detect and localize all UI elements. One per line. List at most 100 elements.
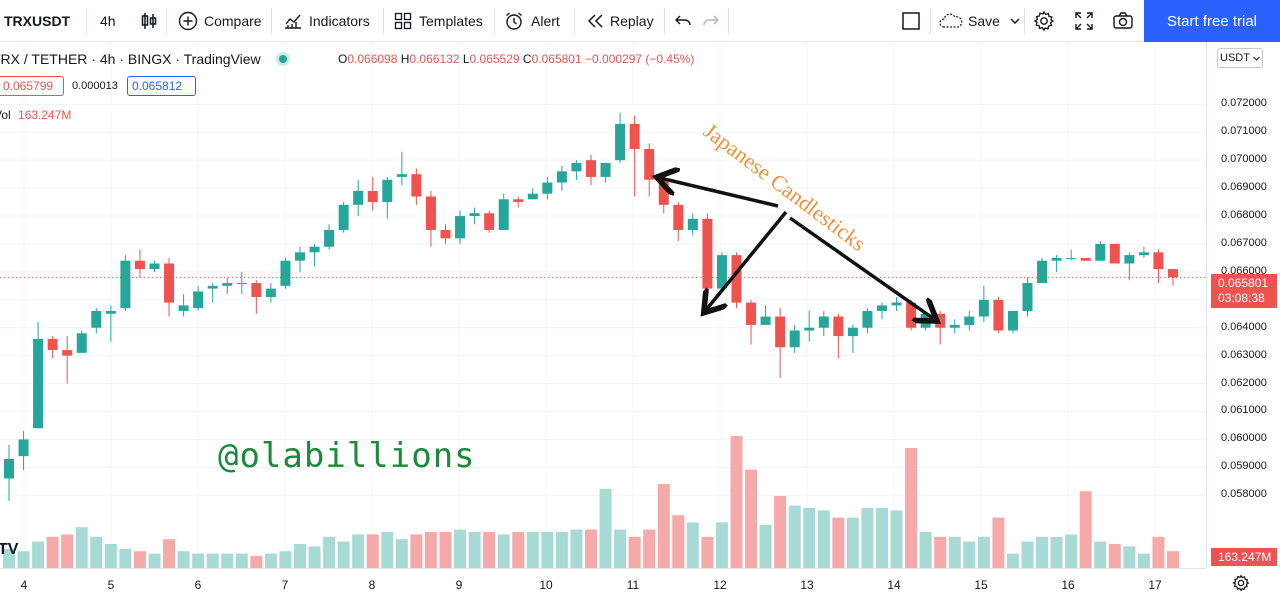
candle-body (1095, 243, 1106, 261)
open-key: O (338, 52, 348, 66)
candle-body (1080, 257, 1091, 261)
start-free-trial-button[interactable]: Start free trial (1144, 0, 1280, 42)
candle-body (33, 338, 44, 429)
volume-bar (715, 522, 728, 568)
layout-square-icon (902, 12, 920, 30)
candle-body (906, 302, 917, 328)
symbol-legend: TRX / TETHER · 4h · BINGX · TradingView (0, 48, 287, 70)
screenshot-button[interactable] (1112, 0, 1134, 42)
volume-bar (803, 508, 816, 568)
volume-bar (468, 532, 481, 568)
low-key: L (462, 52, 470, 66)
indicators-button[interactable]: Indicators (283, 0, 370, 42)
candle-body (615, 123, 626, 161)
divider (664, 8, 665, 34)
candle-body (498, 199, 509, 230)
candle-body (469, 213, 480, 217)
buy-price-button[interactable]: 0.065812 (127, 76, 196, 96)
divider (166, 8, 167, 34)
gear-icon (1232, 574, 1250, 592)
chart-type-button[interactable] (140, 0, 158, 42)
volume-bar (977, 536, 990, 568)
interval-button[interactable]: 4h (100, 0, 116, 42)
candle-body (62, 350, 73, 356)
replay-button[interactable]: Replay (586, 0, 654, 42)
close-key: C (522, 52, 532, 66)
volume-bar (75, 527, 88, 568)
candle-body (1007, 310, 1018, 331)
volume-bar (424, 532, 437, 568)
volume-bar (90, 536, 103, 568)
redo-button[interactable] (702, 0, 720, 42)
volume-bar (192, 553, 205, 568)
time-tick-label: 13 (800, 578, 814, 592)
candle-body (644, 149, 655, 180)
candle-body (382, 179, 393, 203)
volume-bar (1108, 544, 1121, 568)
time-tick-label: 5 (107, 578, 115, 592)
candle-body (251, 283, 262, 297)
volume-bar (119, 548, 132, 568)
volume-bar (686, 522, 699, 568)
plus-circle-icon (178, 11, 198, 31)
alarm-icon (506, 12, 522, 30)
volume-bar (104, 544, 117, 568)
candle-body (556, 171, 567, 183)
candle-body (236, 283, 247, 285)
volume-bar (250, 556, 263, 568)
candle-body (18, 439, 29, 457)
candle-body (600, 162, 611, 177)
candle-body (265, 288, 276, 297)
time-axis[interactable]: 4 5 6 7 8 9 10 11 12 13 14 15 16 17 (0, 568, 1206, 602)
volume-bar (1021, 541, 1034, 568)
volume-bar (585, 529, 597, 568)
price-axis[interactable]: USDT 0.072000 0.071000 0.070000 0.069000 0.0… (1206, 42, 1280, 568)
candle-body (440, 229, 451, 239)
low-value: 0.065529 (469, 52, 520, 66)
time-tick-label: 12 (713, 578, 727, 592)
price-chart[interactable]: Japanese Candlesticks TV (0, 42, 1206, 568)
volume-bar (963, 541, 976, 568)
candle-body (367, 190, 378, 203)
candle-body (1168, 269, 1178, 278)
templates-button[interactable]: Templates (394, 0, 483, 42)
fullscreen-icon (1075, 12, 1093, 30)
candle-body (804, 327, 815, 331)
fullscreen-button[interactable] (1074, 0, 1094, 42)
currency-selector[interactable]: USDT (1217, 48, 1263, 68)
compare-button[interactable]: Compare (178, 0, 262, 42)
current-price-value: 0.065801 (1218, 276, 1269, 290)
save-button[interactable]: Save (938, 0, 1020, 42)
divider (271, 8, 272, 34)
undo-button[interactable] (674, 0, 692, 42)
volume-bar (352, 534, 365, 568)
settings-button[interactable] (1033, 0, 1055, 42)
volume-bar (570, 529, 583, 568)
change-value: −0.000297 (−0.45%) (585, 52, 695, 66)
candle-body (1037, 260, 1048, 284)
templates-icon (394, 12, 412, 30)
annotation-text: Japanese Candlesticks (699, 118, 871, 256)
price-tick-label: 0.072000 (1221, 97, 1267, 110)
price-tick-label: 0.058000 (1221, 488, 1267, 501)
volume-bar (876, 508, 888, 568)
symbol-search[interactable]: TRXUSDT (4, 0, 70, 42)
legend-title: TRX / TETHER · 4h · BINGX · TradingView (0, 51, 261, 67)
volume-bar (454, 529, 467, 568)
candle-body (425, 196, 436, 230)
volume-bar (745, 469, 758, 568)
volume-badge-value: 163.247M (1218, 550, 1272, 564)
layout-button[interactable] (900, 0, 922, 42)
candle-body (455, 216, 466, 239)
sell-price-button[interactable]: 0.065799 (0, 76, 64, 96)
volume-bar (788, 505, 801, 568)
indicators-icon (285, 14, 301, 29)
symbol-label: TRXUSDT (4, 13, 71, 29)
high-key: H (400, 52, 410, 66)
candle-body (324, 229, 335, 247)
axis-settings-button[interactable] (1232, 574, 1250, 597)
alert-button[interactable]: Alert (504, 0, 560, 42)
candle-body (673, 204, 684, 230)
candle-body (338, 204, 349, 230)
save-label: Save (968, 13, 1000, 29)
